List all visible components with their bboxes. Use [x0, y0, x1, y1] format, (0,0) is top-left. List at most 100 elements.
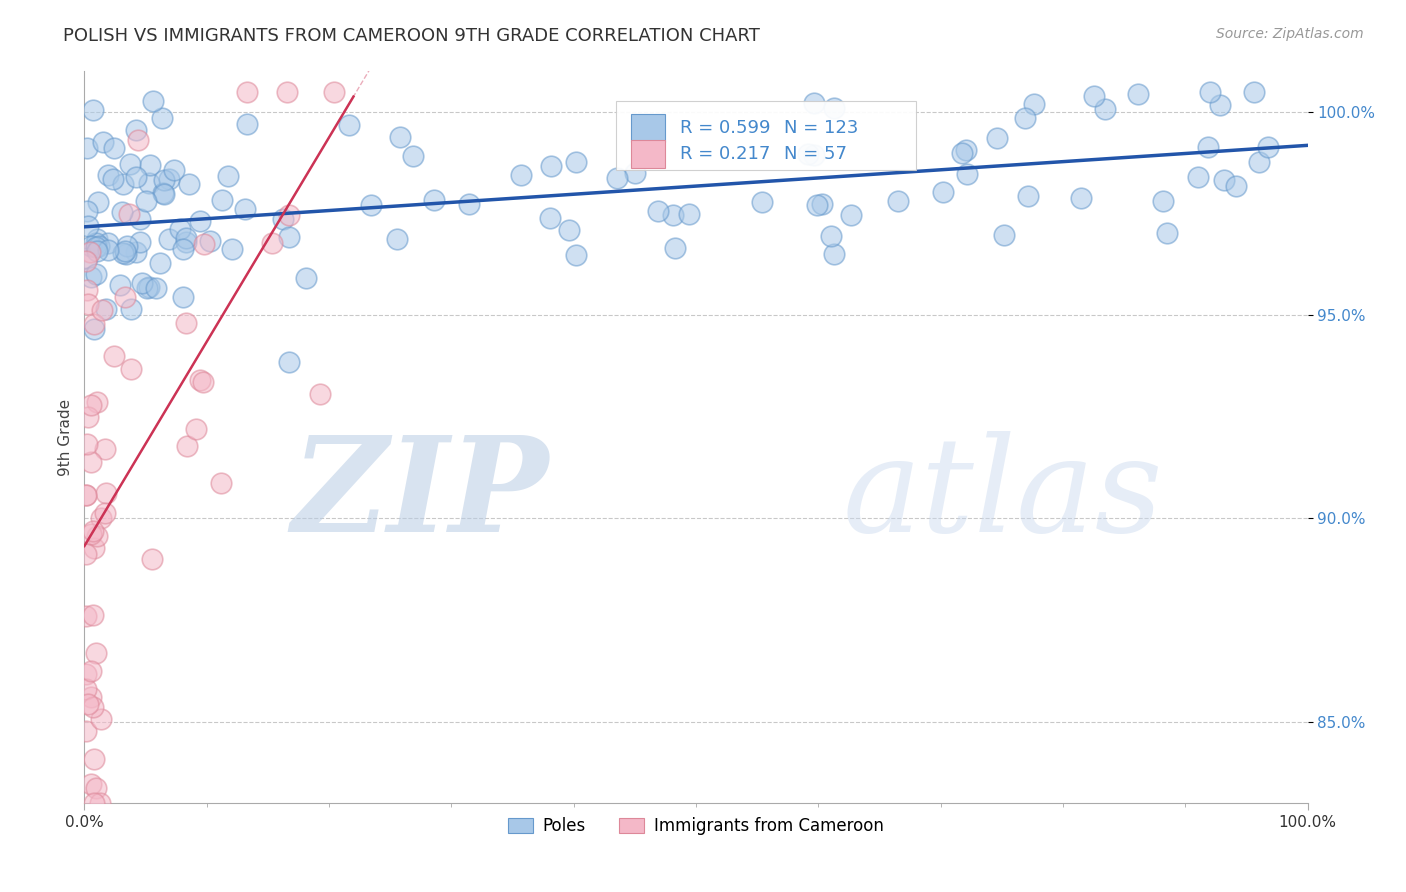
Point	[111, 177, 134, 191]
Point	[277, 355, 299, 369]
Point	[174, 230, 197, 244]
Point	[955, 143, 977, 157]
Point	[1070, 191, 1092, 205]
Point	[103, 349, 125, 363]
Point	[83, 796, 105, 810]
Point	[188, 214, 211, 228]
Point	[136, 281, 159, 295]
Point	[141, 552, 163, 566]
Point	[174, 235, 197, 249]
Point	[188, 373, 211, 387]
Point	[111, 246, 134, 260]
Point	[198, 234, 221, 248]
Point	[823, 247, 845, 261]
Text: Source: ZipAtlas.com: Source: ZipAtlas.com	[1216, 27, 1364, 41]
Point	[94, 506, 117, 520]
Point	[118, 207, 141, 221]
Point	[664, 241, 686, 255]
Point	[1083, 88, 1105, 103]
Point	[678, 207, 700, 221]
Bar	[631, 140, 665, 168]
Point	[294, 271, 316, 285]
Point	[152, 186, 174, 200]
Text: N = 123: N = 123	[785, 119, 859, 136]
Point	[797, 146, 820, 161]
Point	[82, 608, 104, 623]
Point	[388, 129, 411, 144]
Point	[191, 375, 214, 389]
Point	[89, 796, 111, 810]
Point	[1197, 140, 1219, 154]
Point	[138, 279, 160, 293]
Point	[76, 437, 98, 451]
Point	[457, 196, 479, 211]
Point	[75, 666, 97, 681]
Point	[138, 158, 160, 172]
Point	[1014, 111, 1036, 125]
Point	[118, 157, 141, 171]
Text: atlas: atlas	[842, 431, 1163, 560]
Point	[1094, 102, 1116, 116]
Point	[149, 256, 172, 270]
Point	[75, 682, 97, 697]
Point	[217, 169, 239, 184]
Point	[75, 609, 97, 624]
Point	[402, 149, 425, 163]
Point	[558, 223, 581, 237]
Point	[193, 237, 215, 252]
Point	[823, 101, 845, 115]
Point	[114, 244, 136, 258]
Point	[86, 232, 108, 246]
Point	[83, 541, 105, 556]
Point	[624, 166, 647, 180]
Point	[647, 204, 669, 219]
Point	[177, 178, 200, 192]
Point	[86, 244, 108, 259]
Point	[80, 777, 103, 791]
Point	[1213, 172, 1236, 186]
Point	[993, 228, 1015, 243]
Point	[76, 219, 98, 233]
Text: N = 57: N = 57	[785, 145, 846, 163]
Point	[94, 442, 117, 457]
Point	[76, 203, 98, 218]
Point	[111, 205, 134, 219]
Point	[103, 140, 125, 154]
Point	[91, 135, 114, 149]
Point	[1247, 154, 1270, 169]
Point	[86, 395, 108, 409]
Point	[96, 485, 118, 500]
Point	[80, 690, 103, 705]
Point	[887, 194, 910, 208]
Point	[606, 171, 628, 186]
Point	[176, 316, 198, 330]
Point	[83, 752, 105, 766]
Point	[565, 154, 588, 169]
Point	[75, 723, 97, 738]
Point	[90, 712, 112, 726]
Point	[80, 665, 103, 679]
Point	[97, 169, 120, 183]
Point	[77, 296, 100, 310]
Point	[150, 111, 173, 125]
Point	[277, 229, 299, 244]
Point	[1126, 87, 1149, 102]
Point	[309, 386, 332, 401]
Point	[153, 173, 176, 187]
Point	[83, 317, 105, 331]
Point	[114, 247, 136, 261]
Point	[120, 302, 142, 317]
Point	[1199, 85, 1222, 99]
Point	[169, 221, 191, 235]
Point	[80, 454, 103, 468]
Point	[157, 232, 180, 246]
Point	[839, 208, 862, 222]
Point	[509, 169, 531, 183]
Point	[163, 163, 186, 178]
Point	[75, 488, 97, 502]
Point	[84, 239, 107, 253]
Point	[83, 322, 105, 336]
Point	[79, 239, 101, 253]
Point	[97, 235, 120, 250]
Point	[1024, 96, 1046, 111]
